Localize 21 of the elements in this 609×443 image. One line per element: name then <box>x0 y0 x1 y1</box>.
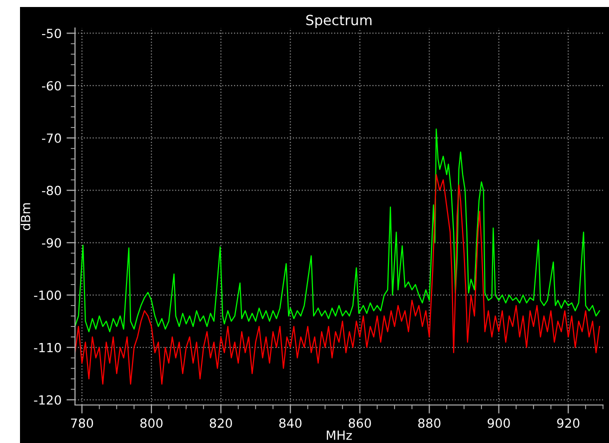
y-tick-label: -60 <box>42 81 61 91</box>
line-series <box>75 174 600 385</box>
line-series <box>75 128 600 332</box>
y-axis-title: dBm <box>20 203 30 230</box>
x-tick-label: 900 <box>488 418 510 428</box>
y-tick-label: -120 <box>34 395 61 405</box>
y-tick-label: -100 <box>34 290 61 300</box>
x-tick-label: 920 <box>557 418 580 428</box>
x-axis-title: MHz <box>326 430 352 440</box>
y-tick-label: -110 <box>34 342 61 352</box>
x-tick-label: 820 <box>210 418 232 428</box>
x-tick-label: 840 <box>279 418 302 428</box>
x-tick-label: 800 <box>140 418 163 428</box>
y-tick-label: -80 <box>42 186 61 196</box>
x-tick-label: 780 <box>71 418 94 428</box>
x-tick-label: 880 <box>418 418 440 428</box>
x-tick-label: 860 <box>348 418 371 428</box>
y-tick-label: -90 <box>42 238 61 248</box>
chart-title: Spectrum <box>306 14 372 28</box>
y-tick-label: -70 <box>42 133 61 143</box>
y-tick-label: -50 <box>42 28 61 38</box>
